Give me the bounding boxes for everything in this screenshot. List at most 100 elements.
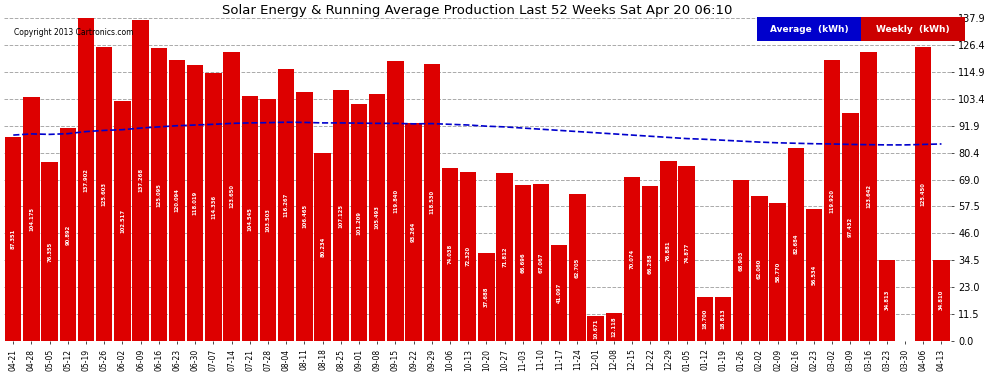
Text: Copyright 2013 Cartronics.com: Copyright 2013 Cartronics.com — [14, 28, 133, 37]
Text: 93.264: 93.264 — [411, 222, 416, 242]
Text: 105.493: 105.493 — [375, 206, 380, 230]
Text: 104.175: 104.175 — [29, 207, 34, 231]
Bar — [697, 297, 713, 341]
Bar — [751, 196, 767, 341]
Text: 74.038: 74.038 — [447, 244, 452, 264]
Text: 12.118: 12.118 — [612, 316, 617, 337]
Text: 125.095: 125.095 — [156, 183, 161, 207]
Text: 125.450: 125.450 — [921, 182, 926, 206]
Text: 114.336: 114.336 — [211, 195, 216, 219]
Text: 76.881: 76.881 — [666, 241, 671, 261]
Bar — [387, 61, 404, 341]
Bar — [114, 101, 131, 341]
Bar — [333, 90, 349, 341]
Text: 68.903: 68.903 — [739, 250, 743, 270]
Bar — [242, 96, 258, 341]
Text: 104.545: 104.545 — [248, 207, 252, 231]
Text: 123.650: 123.650 — [229, 184, 235, 208]
Bar — [533, 184, 549, 341]
Text: 62.705: 62.705 — [575, 258, 580, 278]
Bar — [879, 260, 895, 341]
Bar — [806, 209, 823, 341]
Text: 125.603: 125.603 — [102, 182, 107, 206]
Bar — [715, 297, 732, 341]
Bar — [42, 162, 57, 341]
Text: Average  (kWh): Average (kWh) — [770, 25, 848, 34]
Bar — [824, 60, 841, 341]
Bar — [478, 253, 495, 341]
Bar — [678, 166, 695, 341]
Title: Solar Energy & Running Average Production Last 52 Weeks Sat Apr 20 06:10: Solar Energy & Running Average Productio… — [222, 4, 733, 17]
Text: 82.684: 82.684 — [793, 234, 798, 255]
Text: 107.125: 107.125 — [339, 204, 344, 228]
Text: 66.696: 66.696 — [521, 253, 526, 273]
Text: 137.902: 137.902 — [83, 168, 88, 192]
Bar — [587, 316, 604, 341]
Bar — [24, 97, 40, 341]
Bar — [624, 177, 641, 341]
Bar — [296, 92, 313, 341]
Text: 119.840: 119.840 — [393, 189, 398, 213]
Text: 116.267: 116.267 — [284, 193, 289, 217]
Bar — [369, 94, 385, 341]
Bar — [150, 48, 167, 341]
Text: 106.465: 106.465 — [302, 204, 307, 228]
Text: 34.813: 34.813 — [884, 290, 889, 310]
Text: 18.813: 18.813 — [721, 309, 726, 329]
Text: 66.288: 66.288 — [647, 253, 652, 274]
Bar — [860, 52, 877, 341]
Text: 137.268: 137.268 — [139, 168, 144, 192]
Text: 37.688: 37.688 — [484, 286, 489, 307]
Bar — [187, 65, 204, 341]
Bar — [733, 180, 749, 341]
Bar — [224, 52, 240, 341]
Bar — [260, 99, 276, 341]
Bar — [78, 18, 94, 341]
Text: 18.700: 18.700 — [702, 309, 708, 329]
Text: 90.892: 90.892 — [65, 225, 70, 245]
Text: 67.067: 67.067 — [539, 252, 544, 273]
Bar — [278, 69, 294, 341]
Text: 58.770: 58.770 — [775, 262, 780, 282]
Text: 71.812: 71.812 — [502, 247, 507, 267]
Text: 70.074: 70.074 — [630, 249, 635, 269]
Text: Weekly  (kWh): Weekly (kWh) — [876, 25, 950, 34]
Text: 41.097: 41.097 — [556, 283, 561, 303]
Bar — [350, 104, 367, 341]
Bar — [496, 173, 513, 341]
Text: 97.432: 97.432 — [848, 217, 853, 237]
Bar — [460, 172, 476, 341]
Bar — [424, 64, 441, 341]
Bar — [515, 185, 531, 341]
Bar — [315, 153, 331, 341]
Bar — [551, 245, 567, 341]
Bar — [169, 60, 185, 341]
Bar — [606, 313, 622, 341]
Bar — [569, 194, 586, 341]
Bar — [915, 48, 932, 341]
Bar — [788, 147, 804, 341]
Text: 118.019: 118.019 — [193, 191, 198, 215]
Text: 102.517: 102.517 — [120, 209, 125, 233]
Bar — [406, 123, 422, 341]
Text: 56.534: 56.534 — [812, 265, 817, 285]
Bar — [133, 20, 148, 341]
Text: 119.920: 119.920 — [830, 189, 835, 213]
Bar — [442, 168, 458, 341]
Bar — [205, 74, 222, 341]
Bar — [96, 47, 113, 341]
Bar — [842, 113, 858, 341]
Text: 118.530: 118.530 — [430, 190, 435, 214]
Bar — [5, 136, 22, 341]
Text: 74.877: 74.877 — [684, 243, 689, 264]
Text: 62.060: 62.060 — [757, 258, 762, 279]
Text: 80.234: 80.234 — [320, 237, 325, 257]
Bar — [59, 128, 76, 341]
Bar — [934, 260, 949, 341]
Text: 72.320: 72.320 — [465, 246, 471, 266]
Bar — [660, 161, 676, 341]
Text: 120.094: 120.094 — [174, 189, 179, 212]
Text: 87.351: 87.351 — [11, 229, 16, 249]
Text: 101.209: 101.209 — [356, 210, 361, 234]
Text: 76.355: 76.355 — [48, 242, 52, 262]
